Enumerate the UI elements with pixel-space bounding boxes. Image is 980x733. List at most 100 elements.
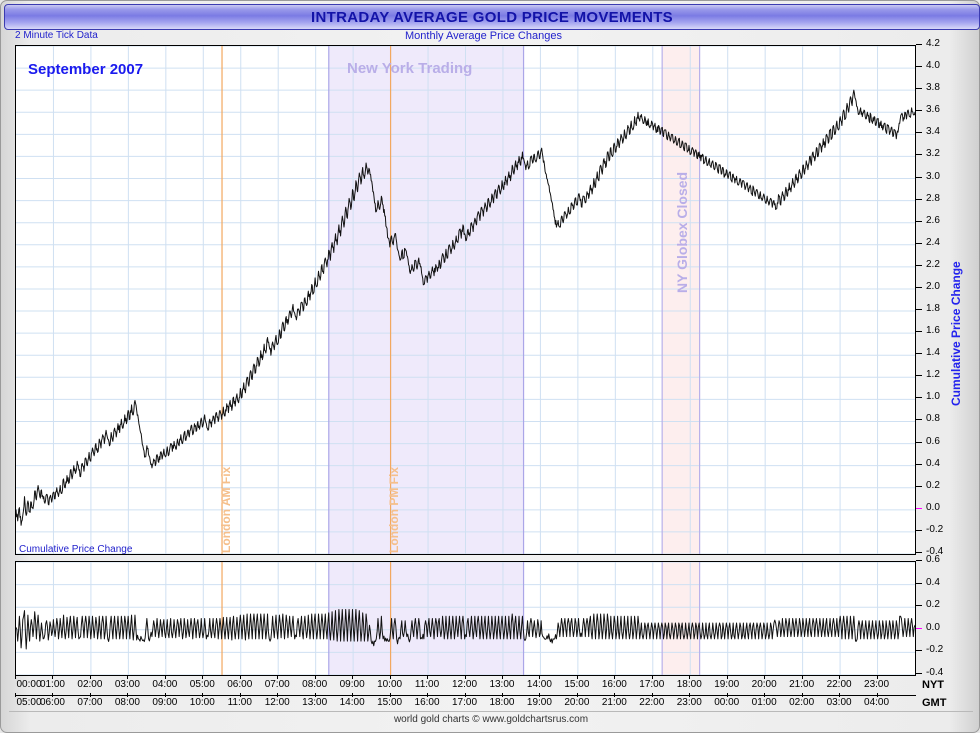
x-tick-label-nyt: 18:00 [676,679,702,690]
x-tick-label-gmt: 18:00 [489,697,515,708]
y-tick-mark [916,397,922,399]
x-tick-mark [839,675,841,679]
x-tick-label-gmt: 11:00 [227,697,252,708]
x-tick-mark [651,675,653,679]
x-tick-mark [89,675,91,679]
price-change-series [16,608,915,650]
ny-trading-label: New York Trading [347,60,473,77]
tick-data-label: 2 Minute Tick Data [15,30,98,41]
gmt-timezone-tag: GMT [922,697,947,709]
x-tick-label-nyt: 10:00 [377,679,403,690]
y-tick-label: 1.0 [926,391,940,403]
x-tick-label-nyt: 21:00 [789,679,815,690]
x-tick-mark [127,675,129,679]
y-tick-label: 3.8 [926,82,940,94]
x-tick-mark [314,675,316,679]
y-tick-mark [916,286,922,288]
y-tick-label: 0.2 [926,599,940,611]
y-tick-label: 2.2 [926,258,940,270]
y-tick-mark [916,353,922,355]
y-tick-mark [916,485,922,487]
x-tick-mark [726,675,728,679]
y-tick-label: 2.8 [926,192,940,204]
sub-shaded-regions [328,562,700,675]
y-tick-label: 0.8 [926,413,940,425]
x-tick-label-nyt: 03:00 [114,679,140,690]
month-label: September 2007 [28,61,144,78]
x-tick-label-gmt: 03:00 [826,697,852,708]
main-shaded-regions [328,46,700,554]
y-axis-title: Cumulative Price Change [949,261,963,406]
y-tick-label: -0.4 [926,546,944,557]
y-tick-mark [916,110,922,112]
y-tick-mark [916,529,922,531]
y-tick-mark [916,220,922,222]
y-tick-label: 0.6 [926,554,940,565]
y-tick-mark [916,463,922,465]
y-tick-mark [916,650,922,652]
x-tick-mark [52,675,54,679]
x-tick-label-gmt: 23:00 [676,697,702,708]
x-tick-mark [15,693,16,697]
x-tick-mark [277,693,279,697]
main-gridlines [16,46,915,554]
x-tick-label-nyt: 14:00 [526,679,552,690]
x-tick-label-gmt: 19:00 [526,697,552,708]
x-tick-label-gmt: 15:00 [377,697,403,708]
y-tick-label: 1.2 [926,369,940,381]
monthly-average-label: Monthly Average Price Changes [405,30,562,42]
x-tick-mark [352,693,354,697]
x-tick-label-nyt: 11:00 [414,679,440,690]
x-tick-mark [202,693,204,697]
x-tick-label-gmt: 09:00 [152,697,178,708]
x-tick-mark [164,693,166,697]
main-marker-lines [221,46,701,554]
y-tick-label: 0.4 [926,576,940,588]
x-tick-label-nyt: 12:00 [451,679,478,690]
x-tick-mark [689,675,691,679]
y-tick-mark [916,673,922,674]
x-tick-label-nyt: 05:00 [189,679,215,690]
x-tick-label-nyt: 16:00 [601,679,627,690]
y-tick-label: -0.4 [926,667,944,678]
x-tick-mark [651,693,653,697]
y-tick-mark [916,507,922,509]
y-tick-mark [916,176,922,178]
x-tick-label-nyt: 13:00 [489,679,515,690]
y-tick-mark [916,605,922,607]
x-tick-mark [501,675,503,679]
y-tick-mark [916,309,922,311]
x-tick-label-nyt: 01:00 [39,679,65,690]
x-tick-label-gmt: 13:00 [302,697,328,708]
sub-marker-lines [221,562,701,675]
london-am-fix-label: London AM Fix [219,466,233,553]
y-tick-mark [916,132,922,134]
x-tick-label-nyt: 19:00 [714,679,740,690]
x-tick-label-gmt: 05:00 [16,697,42,708]
x-tick-mark [202,675,204,679]
x-tick-mark [277,675,279,679]
x-tick-label-nyt: 06:00 [227,679,253,690]
x-tick-mark [876,675,878,679]
x-tick-mark [839,693,841,697]
y-tick-label: 1.6 [926,325,940,337]
x-tick-mark [501,693,503,697]
y-tick-mark [916,44,922,45]
x-tick-label-gmt: 02:00 [789,697,815,708]
x-tick-label-gmt: 20:00 [564,697,590,708]
y-tick-label: 3.0 [926,170,940,182]
x-tick-label-gmt: 06:00 [39,697,65,708]
cumulative-price-series [16,89,915,526]
x-tick-label-gmt: 00:00 [714,697,740,708]
x-tick-mark [314,693,316,697]
x-tick-mark [614,675,616,679]
x-tick-label-nyt: 07:00 [264,679,290,690]
x-tick-label-gmt: 04:00 [864,697,890,708]
y-tick-mark [916,375,922,377]
y-tick-mark [916,441,922,443]
x-tick-mark [464,675,466,679]
y-tick-label: 1.4 [926,347,940,359]
x-tick-mark [764,675,766,679]
x-tick-label-nyt: 20:00 [751,679,777,690]
footer-divider [9,711,973,712]
